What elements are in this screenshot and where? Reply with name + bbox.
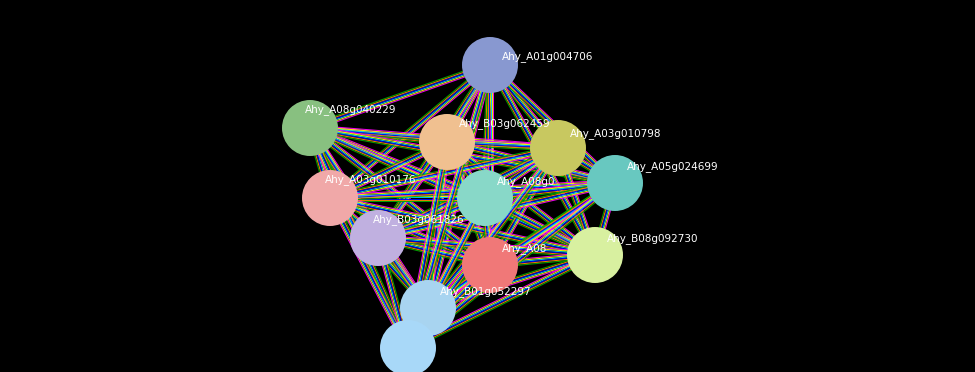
- Text: Ahy_B03g061826: Ahy_B03g061826: [373, 215, 465, 225]
- Circle shape: [282, 100, 338, 156]
- Text: Ahy_A08: Ahy_A08: [502, 244, 547, 254]
- Text: Ahy_A03g010798: Ahy_A03g010798: [570, 129, 661, 140]
- Circle shape: [380, 320, 436, 372]
- Text: Ahy_A05g024699: Ahy_A05g024699: [627, 161, 719, 173]
- Circle shape: [350, 210, 406, 266]
- Text: Ahy_A01g004706: Ahy_A01g004706: [502, 52, 594, 62]
- Circle shape: [567, 227, 623, 283]
- Text: Ahy_B08g092730: Ahy_B08g092730: [607, 234, 698, 244]
- Text: Ahy_B01g052297: Ahy_B01g052297: [440, 286, 531, 298]
- Text: Ahy_A03g010176: Ahy_A03g010176: [325, 174, 416, 186]
- Circle shape: [462, 237, 518, 293]
- Circle shape: [530, 120, 586, 176]
- Text: Ahy_A08g0: Ahy_A08g0: [497, 177, 556, 187]
- Circle shape: [587, 155, 643, 211]
- Text: Ahy_B03g062459: Ahy_B03g062459: [459, 119, 551, 129]
- Circle shape: [302, 170, 358, 226]
- Circle shape: [457, 170, 513, 226]
- Text: Ahy_A08g040229: Ahy_A08g040229: [305, 105, 397, 115]
- Circle shape: [419, 114, 475, 170]
- Circle shape: [400, 280, 456, 336]
- Circle shape: [462, 37, 518, 93]
